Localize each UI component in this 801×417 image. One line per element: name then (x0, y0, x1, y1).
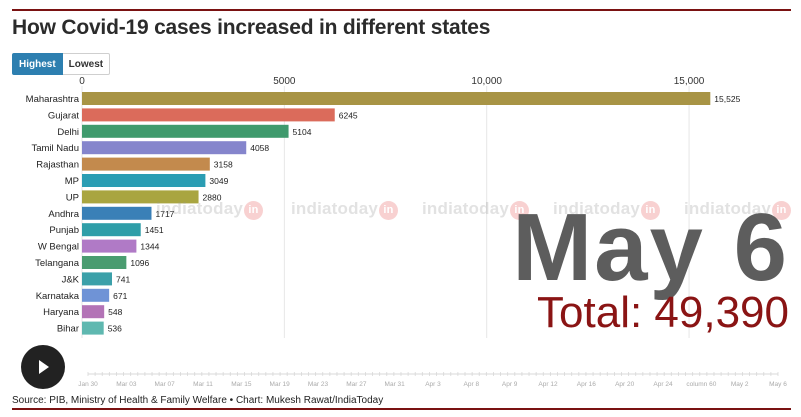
watermark: indiatoday in (553, 199, 661, 220)
bar (82, 288, 110, 302)
value-label: 1344 (140, 242, 159, 252)
value-label: 671 (113, 291, 127, 301)
value-label: 1096 (130, 258, 149, 268)
timeline-label: Apr 8 (464, 381, 480, 388)
x-tick-label: 0 (79, 76, 85, 87)
watermark: indiatoday in (684, 199, 792, 220)
bar (82, 141, 247, 155)
value-label: 6245 (339, 110, 358, 120)
bar (82, 239, 137, 253)
category-label: Rajasthan (36, 160, 79, 171)
timeline-label: Mar 03 (116, 381, 137, 388)
bar (82, 206, 152, 220)
bar (82, 272, 112, 286)
chart-title: How Covid-19 cases increased in differen… (12, 16, 491, 39)
timeline-label: May 2 (731, 381, 749, 388)
x-tick-label: 15,000 (674, 76, 705, 87)
bar (82, 305, 105, 319)
current-date: May 6 (512, 194, 789, 301)
timeline-label: Jan 30 (78, 381, 98, 388)
category-label: Telangana (35, 258, 80, 269)
bar (82, 174, 206, 187)
watermark: indiatoday in (156, 199, 264, 220)
highest-button[interactable]: Highest (12, 53, 63, 75)
watermark: indiatoday in (422, 199, 530, 220)
timeline-label: Mar 27 (346, 381, 367, 388)
bar (82, 92, 711, 105)
bar (82, 321, 104, 335)
value-label: 3158 (214, 160, 233, 170)
category-label: W Bengal (38, 242, 79, 253)
timeline-label: Apr 3 (425, 381, 441, 388)
timeline-label: Mar 31 (385, 381, 406, 388)
timeline-label: Mar 23 (308, 381, 329, 388)
category-label: Gujarat (48, 110, 80, 121)
bottom-rule (12, 408, 791, 410)
value-label: 3049 (209, 176, 228, 186)
x-axis-ticks: 0 5000 10,000 15,000 (79, 76, 705, 87)
timeline-label: Apr 20 (615, 381, 635, 388)
bar (82, 190, 199, 204)
sort-toggle: Highest Lowest (12, 53, 111, 75)
category-label: Punjab (49, 225, 79, 236)
category-label: J&K (62, 274, 80, 285)
timeline-label: Mar 11 (193, 381, 213, 388)
x-tick-label: 5000 (273, 76, 296, 87)
lowest-button[interactable]: Lowest (62, 53, 111, 75)
total-count: Total: 49,390 (537, 288, 789, 337)
category-label: Tamil Nadu (31, 143, 79, 154)
value-label: 1451 (145, 225, 164, 235)
bar (82, 223, 141, 237)
bar (82, 256, 127, 269)
category-label: Maharashtra (26, 94, 80, 105)
category-label: Andhra (48, 209, 79, 220)
x-tick-label: 10,000 (471, 76, 502, 87)
category-label: Haryana (43, 307, 80, 318)
play-icon (39, 360, 49, 374)
category-label: Bihar (57, 324, 79, 335)
value-label: 536 (108, 324, 122, 334)
watermark: indiatoday in (291, 199, 399, 220)
timeline-label: Mar 15 (231, 381, 252, 388)
top-rule (12, 9, 791, 11)
timeline-label: Apr 12 (538, 381, 558, 388)
value-label: 15,525 (714, 94, 740, 104)
bars: Maharashtra 15,525 Gujarat 6245 Delhi 5104 Tam… (26, 92, 741, 335)
timeline-label: Apr 9 (502, 381, 518, 388)
play-button[interactable] (21, 345, 65, 389)
timeline-label: Mar 07 (155, 381, 176, 388)
value-label: 548 (108, 307, 122, 317)
value-label: 741 (116, 274, 130, 284)
bar (82, 124, 289, 138)
category-label: MP (65, 176, 79, 187)
category-label: Karnataka (36, 291, 80, 302)
source-credit: Source: PIB, Ministry of Health & Family… (12, 395, 384, 406)
timeline-label: Apr 16 (577, 381, 597, 388)
value-label: 1717 (155, 209, 174, 219)
timeline-label: May 6 (769, 381, 787, 388)
value-label: 4058 (250, 143, 269, 153)
timeline-label: Mar 19 (270, 381, 291, 388)
bar (82, 108, 335, 122)
category-label: UP (66, 192, 79, 203)
timeline-label: column 60 (686, 381, 716, 388)
value-label: 5104 (293, 127, 312, 137)
timeline-label: Apr 24 (653, 381, 673, 388)
bar (82, 157, 210, 171)
category-label: Delhi (57, 127, 79, 138)
timeline-axis: Jan 30 Mar 03 Mar 07 Mar 11 Mar 15 Mar 19 Mar … (78, 372, 787, 388)
value-label: 2880 (203, 192, 222, 202)
